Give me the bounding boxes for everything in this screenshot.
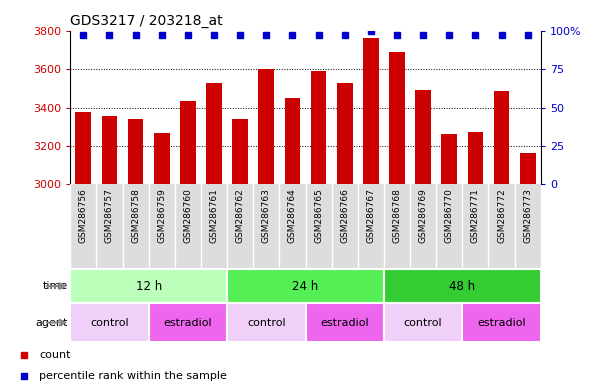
Text: GSM286770: GSM286770 (445, 189, 454, 243)
Text: GSM286767: GSM286767 (367, 189, 375, 243)
Bar (76, 112, 91, 184)
Text: time: time (42, 281, 68, 291)
Bar (311, 71, 326, 184)
Bar (227, 303, 306, 342)
Text: estradiol: estradiol (477, 318, 526, 328)
Text: 48 h: 48 h (449, 280, 475, 293)
Bar (148, 303, 227, 342)
Text: GSM286768: GSM286768 (392, 189, 401, 243)
Text: count: count (39, 350, 71, 360)
Bar (258, 69, 274, 184)
Text: GSM286766: GSM286766 (340, 189, 349, 243)
Bar (494, 91, 510, 184)
Bar (70, 303, 148, 342)
Text: agent: agent (35, 318, 68, 328)
Bar (180, 101, 196, 184)
Bar (363, 38, 379, 184)
Bar (389, 52, 405, 184)
Bar (384, 303, 463, 342)
Bar (306, 303, 384, 342)
Text: control: control (90, 318, 129, 328)
Bar (70, 269, 227, 303)
Bar (463, 303, 541, 342)
Text: GSM286763: GSM286763 (262, 189, 271, 243)
Bar (441, 134, 457, 184)
Text: 24 h: 24 h (293, 280, 318, 293)
Text: GSM286757: GSM286757 (105, 189, 114, 243)
Bar (337, 83, 353, 184)
Text: GSM286769: GSM286769 (419, 189, 428, 243)
Text: GSM286772: GSM286772 (497, 189, 506, 243)
Bar (227, 269, 384, 303)
Text: GSM286760: GSM286760 (183, 189, 192, 243)
Text: GSM286758: GSM286758 (131, 189, 140, 243)
Bar (467, 132, 483, 184)
Text: GSM286756: GSM286756 (79, 189, 88, 243)
Text: GDS3217 / 203218_at: GDS3217 / 203218_at (70, 14, 223, 28)
Text: GSM286765: GSM286765 (314, 189, 323, 243)
Text: GSM286771: GSM286771 (471, 189, 480, 243)
Bar (415, 90, 431, 184)
Bar (520, 152, 535, 184)
Bar (285, 98, 300, 184)
Text: estradiol: estradiol (164, 318, 212, 328)
Text: GSM286762: GSM286762 (236, 189, 244, 243)
Bar (154, 134, 170, 184)
Text: control: control (404, 318, 442, 328)
Text: GSM286759: GSM286759 (157, 189, 166, 243)
Text: percentile rank within the sample: percentile rank within the sample (39, 371, 227, 381)
Bar (232, 119, 248, 184)
Bar (101, 116, 117, 184)
Text: GSM286764: GSM286764 (288, 189, 297, 243)
Text: 12 h: 12 h (136, 280, 162, 293)
Text: GSM286761: GSM286761 (210, 189, 219, 243)
Text: GSM286773: GSM286773 (523, 189, 532, 243)
Bar (128, 119, 144, 184)
Text: control: control (247, 318, 285, 328)
Bar (384, 269, 541, 303)
Bar (206, 83, 222, 184)
Text: estradiol: estradiol (320, 318, 369, 328)
